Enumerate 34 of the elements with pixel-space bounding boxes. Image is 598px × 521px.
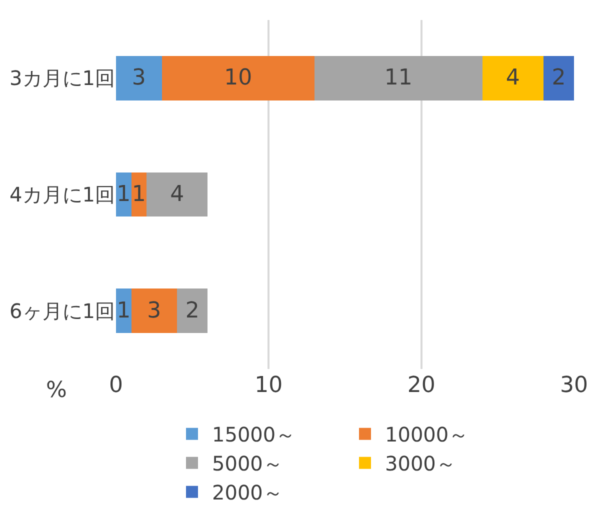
y-tick-label: 4カ月に1回 <box>10 182 115 206</box>
data-label: 1 <box>116 182 131 207</box>
data-label: 1 <box>116 298 131 324</box>
data-label: 11 <box>384 66 412 91</box>
data-label: 3 <box>132 66 146 91</box>
bar <box>131 288 178 333</box>
data-label: 4 <box>506 66 520 91</box>
bar <box>482 56 544 100</box>
legend-label: 5000～ <box>212 452 283 476</box>
bar <box>543 56 574 100</box>
bar <box>162 56 314 100</box>
data-label: 4 <box>170 182 184 207</box>
bar <box>116 288 132 333</box>
legend-label: 10000～ <box>385 422 469 447</box>
x-tick-label: 10 <box>254 373 283 398</box>
legend-label: 15000～ <box>212 422 296 447</box>
y-tick-label: 3カ月に1回 <box>10 66 115 90</box>
bar <box>314 56 482 100</box>
bar <box>116 56 162 100</box>
legend-label: 3000～ <box>385 452 456 476</box>
data-label: 2 <box>185 298 200 324</box>
x-axis-title: % <box>46 378 67 403</box>
x-tick-label: 30 <box>560 373 588 398</box>
bar <box>177 288 208 333</box>
x-tick-label: 0 <box>109 373 123 398</box>
legend-label: 2000～ <box>212 480 283 505</box>
y-tick-label: 6ヶ月に1回 <box>10 298 115 323</box>
bar <box>146 172 208 217</box>
bar <box>116 172 132 217</box>
data-label: 2 <box>552 66 566 91</box>
data-label: 1 <box>132 182 146 207</box>
x-tick-label: 20 <box>407 373 436 398</box>
data-label: 3 <box>147 298 162 324</box>
data-label: 10 <box>224 66 252 91</box>
